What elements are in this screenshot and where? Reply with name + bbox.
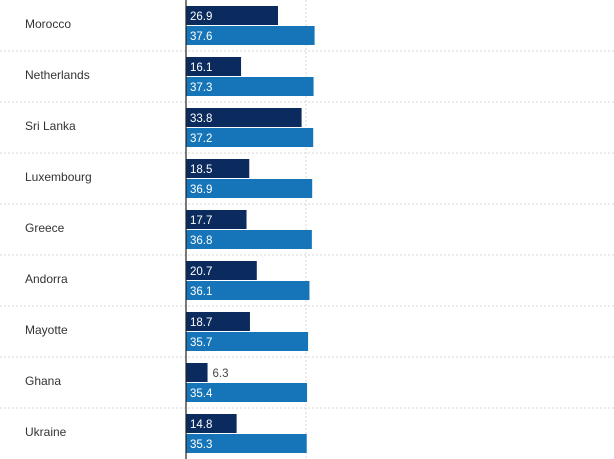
bar-series1 [186,414,237,433]
bar-series2 [186,128,314,147]
category-label: Mayotte [25,323,68,337]
category-label: Ghana [25,374,61,388]
bar-series2 [186,230,312,249]
data-label: 16.1 [190,62,212,74]
data-label: 18.5 [190,164,212,176]
data-label: 17.7 [190,215,212,227]
category-label: Luxembourg [25,170,92,184]
bar-series2 [186,434,307,453]
category-label: Sri Lanka [25,119,76,133]
category-label: Greece [25,221,65,235]
data-label: 36.1 [190,286,212,298]
bar-series2 [186,77,314,96]
bar-series1 [186,210,247,229]
data-label: 18.7 [190,317,212,329]
data-label: 35.7 [190,337,212,349]
bar-series1 [186,57,242,76]
data-label: 36.8 [190,235,212,247]
category-label: Ukraine [25,425,67,439]
data-label: 36.9 [190,184,212,196]
category-label: Netherlands [25,68,90,82]
data-label: 33.8 [190,113,212,125]
bar-series2 [186,179,313,198]
bar-series1 [186,312,250,331]
data-label: 35.4 [190,388,213,400]
data-label: 35.3 [190,439,212,451]
data-label: 37.3 [190,82,212,94]
bar-series1 [186,6,278,25]
data-label: 20.7 [190,266,212,278]
data-label: 26.9 [190,11,212,23]
category-label: Andorra [25,272,68,286]
data-label: 14.8 [190,419,212,431]
data-label: 37.2 [190,133,212,145]
bar-series2 [186,332,309,351]
bar-series1 [186,108,302,127]
bar-series1 [186,159,250,178]
bar-series1 [186,261,257,280]
bar-series2 [186,383,308,402]
bar-series2 [186,26,315,45]
data-label: 37.6 [190,31,212,43]
data-label: 6.3 [213,368,229,380]
bar-series1 [186,363,208,382]
bar-series2 [186,281,310,300]
category-label: Morocco [25,17,71,31]
